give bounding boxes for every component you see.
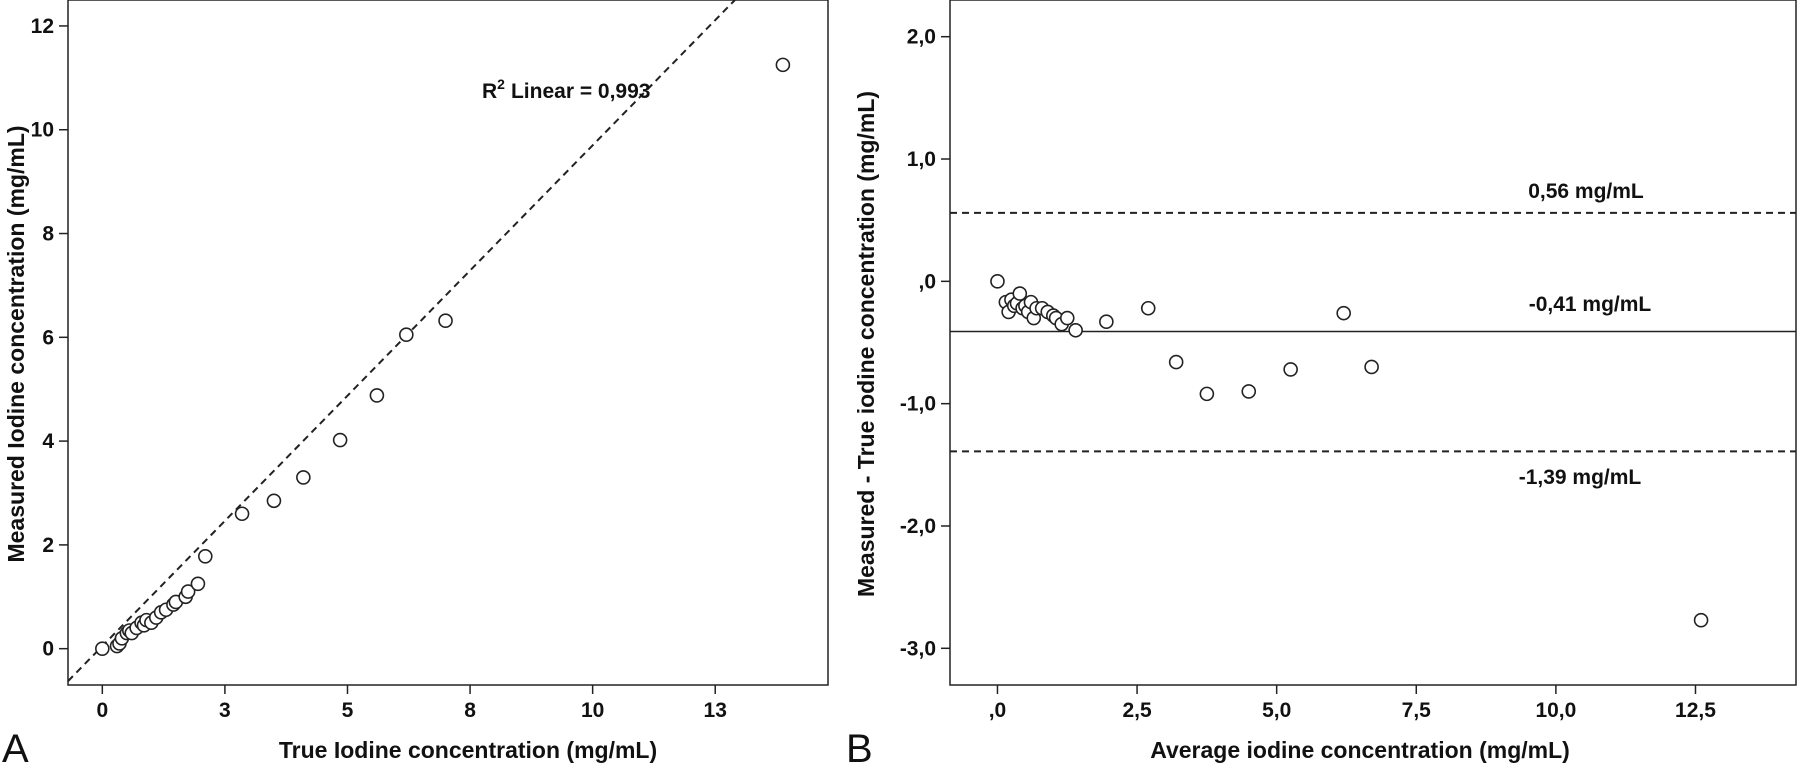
panel-b-x-tick-label: 7,5 <box>1402 699 1432 722</box>
panel-a-point <box>180 584 196 599</box>
panel-a-y-ticks: 0 2 4 6 8 10 12 <box>31 15 68 661</box>
panel-b-y-tick-label: ,0 <box>918 270 936 293</box>
panel-a-y-axis-label: Measured Iodine concentration (mg/mL) <box>3 125 29 562</box>
panel-a-point <box>399 327 414 343</box>
panel-a-point <box>296 470 311 485</box>
panel-a-plot-frame <box>67 0 829 686</box>
panel-b-y-axis-label: Measured - True iodine concentration (mg… <box>853 91 879 597</box>
panel-b-point <box>1068 322 1083 338</box>
panel-b-x-tick-label: ,0 <box>989 699 1007 722</box>
panel-a-points <box>95 57 791 656</box>
panel-b-point <box>1241 384 1257 399</box>
panel-a-point <box>438 313 453 329</box>
panel-b-point <box>1168 354 1184 370</box>
panel-b-y-tick-label: -3,0 <box>900 637 936 660</box>
panel-b-point <box>1283 362 1298 377</box>
panel-a-point <box>95 641 110 656</box>
panel-b-plot-frame <box>949 0 1797 686</box>
panel-a-point <box>266 493 282 509</box>
panel-b-letter: B <box>846 727 873 764</box>
panel-b-point <box>1199 386 1215 402</box>
panel-a-y-tick-label: 2 <box>42 534 54 557</box>
panel-b: 2,0 1,0 ,0 -1,0 -2,0 -3,0 ,0 2,5 5,0 7,5 10,0 12,5… <box>846 0 1797 764</box>
panel-a-x-tick-label: 10 <box>581 699 604 722</box>
panel-b-x-tick-label: 2,5 <box>1122 699 1152 722</box>
panel-b-point <box>1364 359 1379 375</box>
panel-b-point <box>1336 305 1351 321</box>
panel-a-y-tick-label: 10 <box>31 119 54 142</box>
panel-a-x-tick-label: 8 <box>464 699 476 722</box>
panel-a-x-tick-label: 0 <box>96 699 108 722</box>
panel-b-x-tick-label: 12,5 <box>1675 699 1716 722</box>
panel-b-x-tick-label: 10,0 <box>1535 699 1576 722</box>
panel-b-x-tick-label: 5,0 <box>1262 699 1291 722</box>
panel-a: 0 2 4 6 8 10 12 0 3 5 8 10 13 R2 Linear = 0,993 True… <box>2 0 829 764</box>
panel-b-point <box>1099 314 1114 330</box>
panel-b-point <box>1140 300 1156 316</box>
panel-b-upper-limit-label: 0,56 mg/mL <box>1528 180 1644 203</box>
panel-a-fit-line <box>67 0 736 682</box>
panel-a-r2-annotation: R2 Linear = 0,993 <box>482 76 650 103</box>
panel-a-point <box>369 388 385 403</box>
panel-a-y-tick-label: 12 <box>31 15 54 38</box>
panel-a-x-tick-label: 5 <box>342 699 354 722</box>
panel-a-y-tick-label: 8 <box>42 223 54 246</box>
panel-b-point <box>1693 612 1709 628</box>
panel-b-mean-label: -0,41 mg/mL <box>1529 293 1652 316</box>
panel-a-x-ticks: 0 3 5 8 10 13 <box>96 685 727 722</box>
panel-a-y-tick-label: 6 <box>42 326 54 349</box>
panel-a-point <box>234 506 250 522</box>
panel-a-point <box>190 576 206 592</box>
panel-a-y-tick-label: 0 <box>42 638 54 661</box>
panel-b-point <box>990 274 1005 289</box>
panel-b-points <box>990 274 1709 628</box>
panel-b-y-ticks: 2,0 1,0 ,0 -1,0 -2,0 -3,0 <box>900 26 950 660</box>
panel-b-y-tick-label: -2,0 <box>900 515 936 538</box>
panel-a-letter: A <box>2 727 29 764</box>
panel-a-point <box>775 57 791 73</box>
panel-a-x-tick-label: 13 <box>704 699 727 722</box>
panel-b-point <box>1059 310 1075 326</box>
panel-b-lower-limit-label: -1,39 mg/mL <box>1519 466 1642 489</box>
panel-b-point <box>1012 286 1028 301</box>
panel-a-point <box>197 549 213 564</box>
panel-b-x-ticks: ,0 2,5 5,0 7,5 10,0 12,5 <box>989 685 1716 722</box>
panel-b-y-tick-label: -1,0 <box>900 393 936 416</box>
panel-a-x-axis-label: True Iodine concentration (mg/mL) <box>279 737 657 763</box>
panel-a-y-tick-label: 4 <box>42 430 54 453</box>
panel-a-x-tick-label: 3 <box>219 699 231 722</box>
panel-b-y-tick-label: 2,0 <box>907 26 936 49</box>
panel-a-point <box>332 432 348 448</box>
panel-b-x-axis-label: Average iodine concentration (mg/mL) <box>1150 737 1570 763</box>
panel-b-y-tick-label: 1,0 <box>907 148 936 171</box>
